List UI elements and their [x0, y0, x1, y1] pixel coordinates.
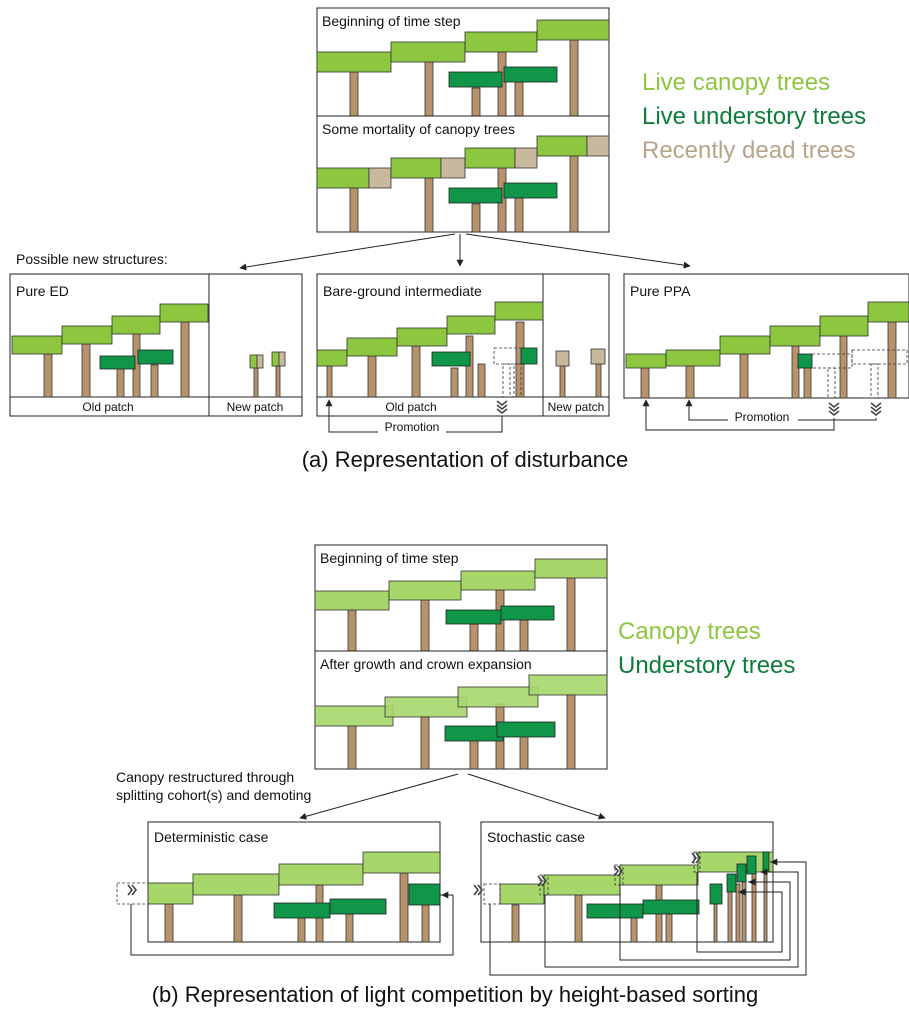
legend-b-understory: Understory trees — [618, 652, 795, 679]
restructure-line1: Canopy restructured through — [116, 769, 294, 785]
bare-ground-box: Bare-ground intermediate Old patch New p… — [316, 273, 610, 434]
caption-b: (b) Representation of light competition … — [152, 982, 759, 1007]
a-box-beginning: Beginning of time step — [316, 7, 610, 117]
stochastic-label: Stochastic case — [487, 829, 585, 845]
stochastic-box: Stochastic case — [473, 821, 807, 976]
legend-a-canopy: Live canopy trees — [642, 69, 830, 96]
deterministic-label: Deterministic case — [154, 829, 269, 845]
legend-a-dead: Recently dead trees — [642, 137, 855, 164]
pure-ed-new-patch: New patch — [227, 400, 284, 414]
pure-ppa-box: Pure PPA Promotion — [623, 273, 909, 431]
b-box-beginning: Beginning of time step — [314, 544, 608, 652]
ppa-promotion: Promotion — [735, 410, 790, 424]
restructure-line2: splitting cohort(s) and demoting — [116, 787, 311, 803]
bare-ground-label: Bare-ground intermediate — [323, 283, 482, 299]
a-arrows — [239, 233, 691, 271]
caption-a: (a) Representation of disturbance — [302, 447, 629, 472]
b-box-beginning-label: Beginning of time step — [320, 550, 459, 566]
deterministic-box: Deterministic case — [116, 821, 454, 956]
legend-b-canopy: Canopy trees — [618, 618, 761, 645]
a-box-beginning-label: Beginning of time step — [322, 13, 461, 29]
bare-promotion: Promotion — [385, 420, 440, 434]
pure-ed-label: Pure ED — [16, 283, 69, 299]
possible-structures-label: Possible new structures: — [16, 251, 168, 267]
pure-ed-old-patch: Old patch — [82, 400, 133, 414]
b-arrows — [299, 773, 606, 820]
a-box-mortality-label: Some mortality of canopy trees — [322, 121, 515, 137]
b-box-growth-label: After growth and crown expansion — [320, 656, 532, 672]
bare-old-patch: Old patch — [385, 400, 436, 414]
pure-ed-box: Pure ED Old patch New patch — [9, 273, 303, 417]
legend-b: Canopy trees Understory trees — [618, 618, 795, 679]
pure-ppa-label: Pure PPA — [630, 283, 691, 299]
legend-a: Live canopy trees Live understory trees … — [642, 69, 866, 164]
bare-new-patch: New patch — [548, 400, 605, 414]
a-box-mortality: Some mortality of canopy trees — [316, 115, 610, 233]
b-box-growth: After growth and crown expansion — [314, 650, 608, 770]
legend-a-understory: Live understory trees — [642, 103, 866, 130]
